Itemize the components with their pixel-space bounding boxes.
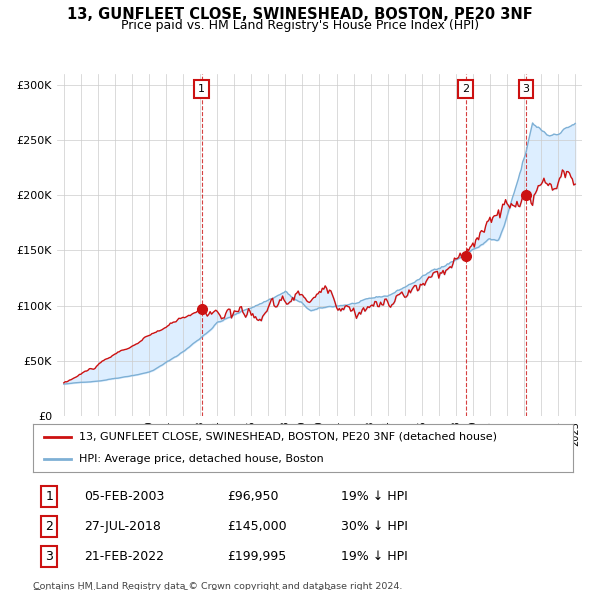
Text: Contains HM Land Registry data © Crown copyright and database right 2024.: Contains HM Land Registry data © Crown c…: [33, 582, 403, 590]
Text: £96,950: £96,950: [227, 490, 279, 503]
Text: 13, GUNFLEET CLOSE, SWINESHEAD, BOSTON, PE20 3NF (detached house): 13, GUNFLEET CLOSE, SWINESHEAD, BOSTON, …: [79, 432, 497, 442]
Text: 3: 3: [45, 550, 53, 563]
Text: Price paid vs. HM Land Registry's House Price Index (HPI): Price paid vs. HM Land Registry's House …: [121, 19, 479, 32]
Text: 19% ↓ HPI: 19% ↓ HPI: [341, 550, 407, 563]
Text: 1: 1: [45, 490, 53, 503]
Text: 21-FEB-2022: 21-FEB-2022: [84, 550, 164, 563]
Text: £145,000: £145,000: [227, 520, 287, 533]
Text: 2: 2: [45, 520, 53, 533]
Text: 19% ↓ HPI: 19% ↓ HPI: [341, 490, 407, 503]
Text: 13, GUNFLEET CLOSE, SWINESHEAD, BOSTON, PE20 3NF: 13, GUNFLEET CLOSE, SWINESHEAD, BOSTON, …: [67, 7, 533, 22]
Text: 1: 1: [198, 84, 205, 94]
Text: 3: 3: [523, 84, 530, 94]
Text: 30% ↓ HPI: 30% ↓ HPI: [341, 520, 407, 533]
Text: 2: 2: [462, 84, 469, 94]
Text: £199,995: £199,995: [227, 550, 287, 563]
Text: This data is licensed under the Open Government Licence v3.0.: This data is licensed under the Open Gov…: [33, 589, 335, 590]
Text: 05-FEB-2003: 05-FEB-2003: [84, 490, 164, 503]
Text: 27-JUL-2018: 27-JUL-2018: [84, 520, 161, 533]
Text: HPI: Average price, detached house, Boston: HPI: Average price, detached house, Bost…: [79, 454, 323, 464]
